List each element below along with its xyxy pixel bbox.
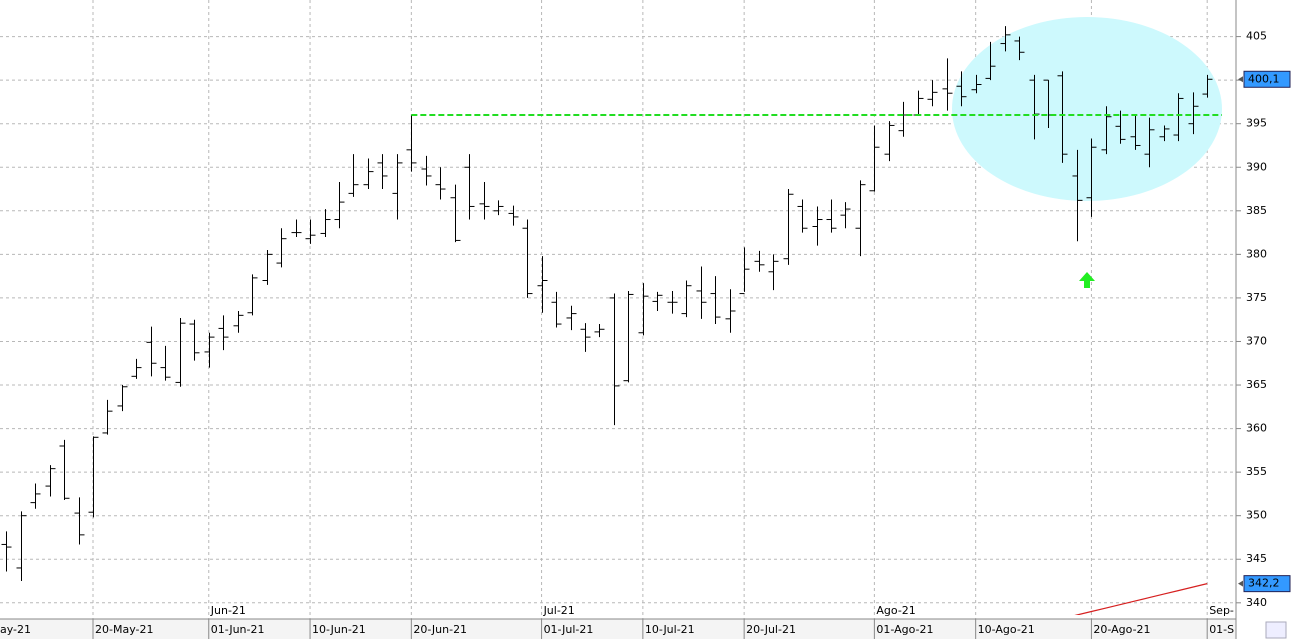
y-tick-label: 355 [1246, 465, 1267, 478]
value-label: 342,2 [1248, 577, 1280, 590]
y-tick-label: 375 [1246, 291, 1267, 304]
y-tick-label: 370 [1246, 334, 1267, 347]
y-tick-label: 405 [1246, 30, 1267, 43]
x-tick-label: 01-Jun-21 [211, 623, 265, 636]
y-tick-label: 385 [1246, 204, 1267, 217]
y-tick-label: 395 [1246, 117, 1267, 130]
x-tick-label: 20-Jul-21 [746, 623, 796, 636]
x-tick-label: ay-21 [0, 623, 31, 636]
month-label: Jul-21 [543, 604, 575, 617]
x-tick-label: 01-Jul-21 [544, 623, 594, 636]
month-label: Sep- [1209, 604, 1234, 617]
marks-layer [1, 26, 1222, 615]
y-tick-label: 365 [1246, 378, 1267, 391]
x-tick-label: 01-S [1209, 623, 1234, 636]
x-axis-band [0, 619, 1236, 639]
highlight-ellipse [952, 17, 1222, 201]
y-tick-label: 350 [1246, 509, 1267, 522]
corner-icon[interactable] [1265, 621, 1287, 639]
x-tick-label: 10-Jun-21 [312, 623, 366, 636]
value-label-box [1243, 70, 1291, 88]
y-tick-label: 390 [1246, 160, 1267, 173]
x-tick-label: 10-Ago-21 [978, 623, 1035, 636]
x-tick-label: 10-Jul-21 [645, 623, 695, 636]
y-tick-label: 380 [1246, 247, 1267, 260]
y-tick-label: 340 [1246, 596, 1267, 609]
value-label-box [1243, 575, 1291, 593]
y-tick-label: 360 [1246, 422, 1267, 435]
axis-layer: 3403453503553603653703753803853903954004… [0, 30, 1291, 639]
up-arrow [1079, 272, 1095, 288]
x-tick-label: 20-Jun-21 [413, 623, 467, 636]
x-tick-label: 20-May-21 [95, 623, 153, 636]
grid-layer [0, 0, 1236, 619]
indicator-line [1074, 583, 1208, 615]
value-pointer [1238, 580, 1243, 587]
x-tick-label: 20-Ago-21 [1093, 623, 1150, 636]
month-label: Jun-21 [210, 604, 246, 617]
month-label: Ago-21 [876, 604, 915, 617]
value-pointer [1238, 76, 1243, 83]
y-tick-label: 345 [1246, 552, 1267, 565]
x-tick-label: 01-Ago-21 [876, 623, 933, 636]
value-label: 400,1 [1248, 72, 1280, 85]
